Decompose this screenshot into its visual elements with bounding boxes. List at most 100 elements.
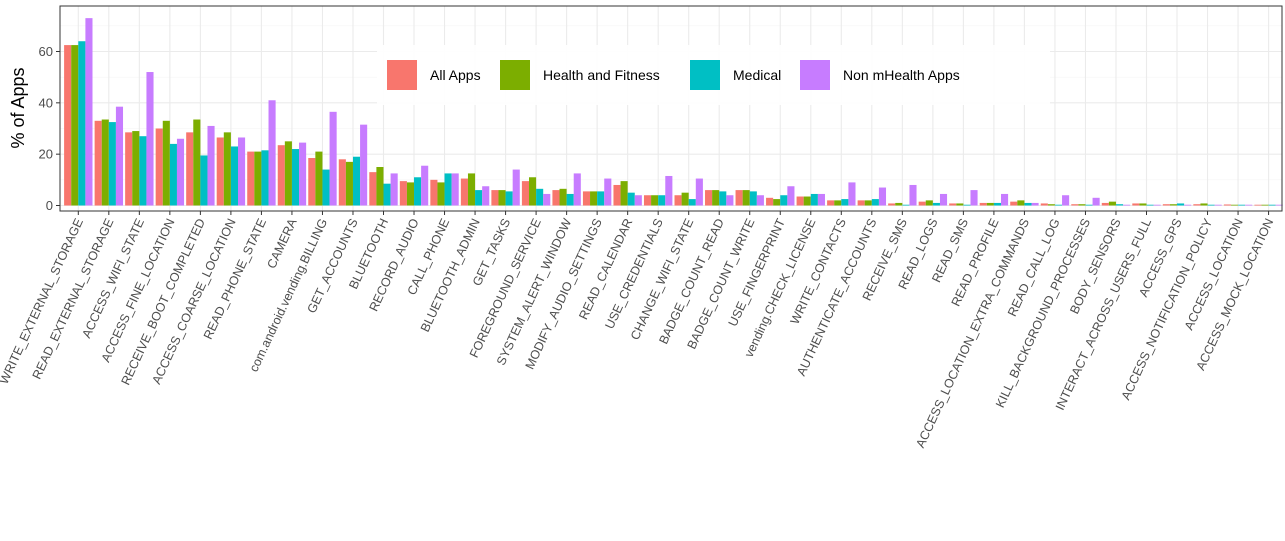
bar-non-mhealth-apps (176, 138, 185, 206)
bar-medical (932, 202, 940, 206)
bar-health-and-fitness (651, 195, 659, 206)
bar-all-apps (399, 181, 407, 206)
bar-all-apps (888, 203, 896, 206)
bar-health-and-fitness (590, 191, 598, 206)
bar-health-and-fitness (742, 190, 750, 206)
y-tick-label: 0 (46, 198, 53, 213)
bar-health-and-fitness (956, 203, 964, 206)
bar-health-and-fitness (101, 119, 109, 206)
bar-medical (230, 146, 238, 206)
bar-non-mhealth-apps (1275, 204, 1283, 206)
x-tick-label: WRITE_CONTACTS (788, 216, 849, 326)
bar-medical (1024, 202, 1032, 206)
bar-all-apps (125, 132, 133, 206)
bar-all-apps (827, 200, 835, 206)
bar-medical (780, 195, 788, 206)
bar-non-mhealth-apps (115, 106, 124, 206)
bar-all-apps (308, 158, 316, 206)
bar-medical (841, 199, 849, 206)
bar-health-and-fitness (773, 199, 781, 206)
bar-non-mhealth-apps (634, 195, 642, 206)
bar-health-and-fitness (529, 177, 537, 206)
bar-all-apps (918, 201, 926, 206)
bar-all-apps (1101, 202, 1109, 206)
bar-non-mhealth-apps (360, 124, 368, 206)
bar-all-apps (552, 190, 560, 206)
bar-all-apps (1193, 204, 1201, 206)
y-tick-label: 60 (39, 44, 53, 59)
bar-all-apps (1071, 204, 1079, 206)
legend: All Apps Health and Fitness Medical Non mHe… (377, 45, 1050, 105)
bar-health-and-fitness (437, 182, 445, 206)
bar-non-mhealth-apps (1001, 193, 1009, 206)
bar-medical (810, 193, 818, 206)
bar-health-and-fitness (1078, 204, 1086, 206)
bar-non-mhealth-apps (1245, 204, 1253, 206)
bar-medical (627, 192, 635, 206)
bar-medical (1085, 204, 1093, 206)
legend-label-non-mhealth-apps: Non mHealth Apps (843, 67, 960, 83)
bar-non-mhealth-apps (268, 100, 276, 206)
plot-border (59, 5, 1283, 212)
bar-medical (871, 199, 879, 206)
y-axis-title: % of Apps (8, 67, 28, 148)
bar-non-mhealth-apps (1184, 204, 1192, 206)
bar-all-apps (582, 191, 591, 206)
legend-key-non-mhealth-apps (800, 60, 830, 90)
bar-medical (902, 204, 910, 206)
bar-all-apps (155, 128, 163, 206)
bar-non-mhealth-apps (848, 182, 856, 206)
bar-all-apps (705, 190, 713, 206)
bar-health-and-fitness (498, 190, 506, 206)
y-axis: 0 20 40 60 (39, 44, 60, 213)
bar-medical (536, 188, 544, 206)
bar-medical (1054, 204, 1063, 206)
bar-medical (688, 199, 696, 206)
bar-health-and-fitness (834, 200, 842, 206)
bar-health-and-fitness (406, 182, 415, 206)
legend-key-medical (690, 60, 720, 90)
bar-health-and-fitness (71, 45, 79, 206)
bar-non-mhealth-apps (878, 187, 887, 206)
bar-non-mhealth-apps (726, 195, 734, 206)
bar-all-apps (1040, 203, 1048, 206)
bar-health-and-fitness (925, 200, 933, 206)
bar-all-apps (949, 203, 957, 206)
bar-all-apps (186, 132, 194, 206)
bar-health-and-fitness (193, 119, 201, 206)
y-tick-label: 20 (39, 147, 53, 162)
bar-non-mhealth-apps (1031, 202, 1039, 206)
bar-medical (78, 41, 86, 206)
bar-all-apps (216, 137, 224, 206)
bar-non-mhealth-apps (543, 193, 551, 206)
bar-non-mhealth-apps (1153, 204, 1161, 206)
bar-medical (444, 173, 452, 206)
bar-health-and-fitness (132, 131, 140, 206)
bar-non-mhealth-apps (756, 195, 764, 206)
bar-non-mhealth-apps (604, 178, 612, 206)
bar-all-apps (857, 200, 865, 206)
bar-medical (200, 155, 208, 206)
bar-health-and-fitness (345, 161, 353, 206)
bar-all-apps (277, 145, 285, 206)
bar-health-and-fitness (1108, 201, 1116, 206)
bar-medical (658, 195, 666, 206)
bar-medical (749, 191, 757, 206)
bar-health-and-fitness (1017, 200, 1025, 206)
bars (59, 5, 1283, 212)
bar-health-and-fitness (376, 167, 384, 206)
bar-all-apps (338, 159, 346, 206)
bar-non-mhealth-apps (665, 175, 673, 206)
bar-non-mhealth-apps (1062, 195, 1070, 206)
bar-non-mhealth-apps (482, 186, 490, 206)
bar-medical (108, 122, 116, 206)
y-tick-label: 40 (39, 95, 53, 110)
bar-non-mhealth-apps (85, 18, 93, 206)
bar-non-mhealth-apps (238, 137, 246, 206)
bar-medical (1238, 204, 1246, 206)
bar-all-apps (460, 178, 468, 206)
bar-health-and-fitness (559, 188, 567, 206)
bar-health-and-fitness (162, 120, 170, 206)
